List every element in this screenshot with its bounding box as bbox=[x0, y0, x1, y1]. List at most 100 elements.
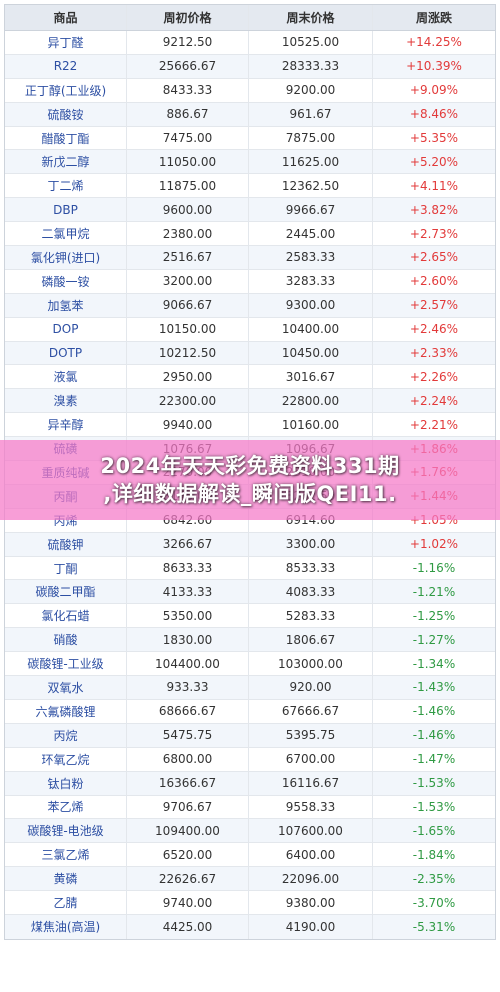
table-row: 三氯乙烯 6520.00 6400.00 -1.84% bbox=[5, 843, 495, 868]
cell-week-start-price: 9600.00 bbox=[127, 198, 249, 222]
cell-week-start-price: 4425.00 bbox=[127, 914, 249, 939]
cell-weekly-change: +2.21% bbox=[409, 417, 459, 432]
cell-weekly-change: +8.46% bbox=[409, 107, 459, 122]
cell-week-end-price: 4190.00 bbox=[249, 914, 373, 939]
cell-commodity: 硫酸钾 bbox=[5, 532, 127, 556]
table-row: 硝酸 1830.00 1806.67 -1.27% bbox=[5, 628, 495, 653]
cell-week-start-price: 2380.00 bbox=[127, 222, 249, 246]
table-row: 钛白粉 16366.67 16116.67 -1.53% bbox=[5, 771, 495, 796]
cell-weekly-change: -1.46% bbox=[412, 704, 456, 719]
cell-commodity: 乙腈 bbox=[5, 891, 127, 914]
cell-week-start-price: 4133.33 bbox=[127, 580, 249, 604]
cell-commodity: 双氧水 bbox=[5, 676, 127, 699]
cell-weekly-change: -1.25% bbox=[412, 608, 456, 623]
cell-weekly-change: -1.21% bbox=[412, 584, 456, 599]
table-row: 黄磷 22626.67 22096.00 -2.35% bbox=[5, 867, 495, 892]
table-row: 硫酸钾 3266.67 3300.00 +1.02% bbox=[5, 532, 495, 557]
cell-weekly-change: +2.65% bbox=[409, 250, 459, 265]
table-row: 六氟磷酸锂 68666.67 67666.67 -1.46% bbox=[5, 699, 495, 724]
cell-weekly-change: +2.24% bbox=[409, 393, 459, 408]
cell-week-start-price: 6520.00 bbox=[127, 843, 249, 867]
cell-week-end-price: 2583.33 bbox=[249, 246, 373, 269]
table-row: 醋酸丁酯 7475.00 7875.00 +5.35% bbox=[5, 126, 495, 151]
cell-weekly-change: +2.26% bbox=[409, 369, 459, 384]
cell-week-start-price: 6800.00 bbox=[127, 747, 249, 771]
cell-weekly-change: +2.60% bbox=[409, 274, 459, 289]
cell-commodity: 六氟磷酸锂 bbox=[5, 699, 127, 723]
cell-weekly-change: +2.57% bbox=[409, 298, 459, 313]
cell-week-end-price: 10525.00 bbox=[249, 31, 373, 54]
cell-week-end-price: 9380.00 bbox=[249, 891, 373, 914]
cell-week-start-price: 9940.00 bbox=[127, 413, 249, 437]
overlay-banner: 2024年天天彩免费资料331期 ,详细数据解读_瞬间版QEI11. bbox=[0, 440, 500, 520]
cell-commodity: DOP bbox=[5, 317, 127, 341]
cell-week-start-price: 104400.00 bbox=[127, 652, 249, 676]
cell-commodity: 钛白粉 bbox=[5, 771, 127, 795]
table-row: 二氯甲烷 2380.00 2445.00 +2.73% bbox=[5, 222, 495, 247]
cell-commodity: 丙烷 bbox=[5, 723, 127, 747]
cell-commodity: 环氧乙烷 bbox=[5, 747, 127, 771]
cell-weekly-change: +14.25% bbox=[406, 35, 462, 50]
cell-week-end-price: 3016.67 bbox=[249, 365, 373, 389]
table-row: R22 25666.67 28333.33 +10.39% bbox=[5, 54, 495, 79]
cell-week-end-price: 28333.33 bbox=[249, 54, 373, 78]
cell-week-end-price: 9966.67 bbox=[249, 198, 373, 222]
header-weekly-change: 周涨跌 bbox=[415, 11, 452, 25]
cell-weekly-change: -1.46% bbox=[412, 728, 456, 743]
cell-commodity: 硝酸 bbox=[5, 628, 127, 652]
cell-week-start-price: 68666.67 bbox=[127, 699, 249, 723]
cell-week-end-price: 3300.00 bbox=[249, 532, 373, 556]
cell-week-end-price: 10450.00 bbox=[249, 341, 373, 365]
banner-line-1: 2024年天天彩免费资料331期 bbox=[100, 454, 400, 478]
cell-weekly-change: +3.82% bbox=[409, 202, 459, 217]
cell-commodity: R22 bbox=[5, 54, 127, 78]
cell-week-start-price: 3266.67 bbox=[127, 532, 249, 556]
cell-week-end-price: 4083.33 bbox=[249, 580, 373, 604]
cell-weekly-change: +2.73% bbox=[409, 226, 459, 241]
table-row: 苯乙烯 9706.67 9558.33 -1.53% bbox=[5, 795, 495, 820]
table-row: 溴素 22300.00 22800.00 +2.24% bbox=[5, 389, 495, 414]
cell-weekly-change: +2.33% bbox=[409, 346, 459, 361]
cell-weekly-change: -3.70% bbox=[412, 895, 456, 910]
cell-commodity: 硫酸铵 bbox=[5, 102, 127, 126]
cell-week-start-price: 10212.50 bbox=[127, 341, 249, 365]
table-row: DBP 9600.00 9966.67 +3.82% bbox=[5, 198, 495, 223]
cell-week-end-price: 920.00 bbox=[249, 676, 373, 699]
cell-week-end-price: 10400.00 bbox=[249, 317, 373, 341]
cell-week-start-price: 1830.00 bbox=[127, 628, 249, 652]
cell-commodity: 醋酸丁酯 bbox=[5, 126, 127, 150]
table-row: 碳酸二甲酯 4133.33 4083.33 -1.21% bbox=[5, 580, 495, 605]
cell-commodity: 异辛醇 bbox=[5, 413, 127, 437]
cell-week-start-price: 9066.67 bbox=[127, 293, 249, 317]
cell-weekly-change: -2.35% bbox=[412, 871, 456, 886]
cell-commodity: 正丁醇(工业级) bbox=[5, 78, 127, 102]
cell-commodity: 加氢苯 bbox=[5, 293, 127, 317]
cell-week-end-price: 22096.00 bbox=[249, 867, 373, 891]
cell-weekly-change: +9.09% bbox=[409, 83, 459, 98]
table-row: 碳酸锂-工业级 104400.00 103000.00 -1.34% bbox=[5, 652, 495, 677]
cell-commodity: 丁酮 bbox=[5, 556, 127, 580]
cell-commodity: 黄磷 bbox=[5, 867, 127, 891]
cell-weekly-change: -1.27% bbox=[412, 632, 456, 647]
cell-weekly-change: -1.65% bbox=[412, 823, 456, 838]
table-row: DOP 10150.00 10400.00 +2.46% bbox=[5, 317, 495, 342]
cell-weekly-change: -1.47% bbox=[412, 752, 456, 767]
table-row: 磷酸一铵 3200.00 3283.33 +2.60% bbox=[5, 269, 495, 294]
cell-commodity: DBP bbox=[5, 198, 127, 222]
cell-week-start-price: 7475.00 bbox=[127, 126, 249, 150]
cell-commodity: 液氯 bbox=[5, 365, 127, 389]
cell-week-start-price: 11875.00 bbox=[127, 174, 249, 198]
cell-week-start-price: 10150.00 bbox=[127, 317, 249, 341]
cell-week-start-price: 9212.50 bbox=[127, 31, 249, 54]
cell-week-start-price: 2950.00 bbox=[127, 365, 249, 389]
cell-weekly-change: +5.35% bbox=[409, 131, 459, 145]
cell-week-end-price: 961.67 bbox=[249, 102, 373, 126]
table-row: 乙腈 9740.00 9380.00 -3.70% bbox=[5, 891, 495, 915]
cell-commodity: 碳酸锂-电池级 bbox=[5, 819, 127, 843]
table-row: 异辛醇 9940.00 10160.00 +2.21% bbox=[5, 413, 495, 438]
cell-weekly-change: -1.16% bbox=[412, 561, 456, 576]
cell-weekly-change: +2.46% bbox=[409, 322, 459, 337]
cell-commodity: 碳酸锂-工业级 bbox=[5, 652, 127, 676]
cell-week-end-price: 12362.50 bbox=[249, 174, 373, 198]
cell-week-end-price: 1806.67 bbox=[249, 628, 373, 652]
